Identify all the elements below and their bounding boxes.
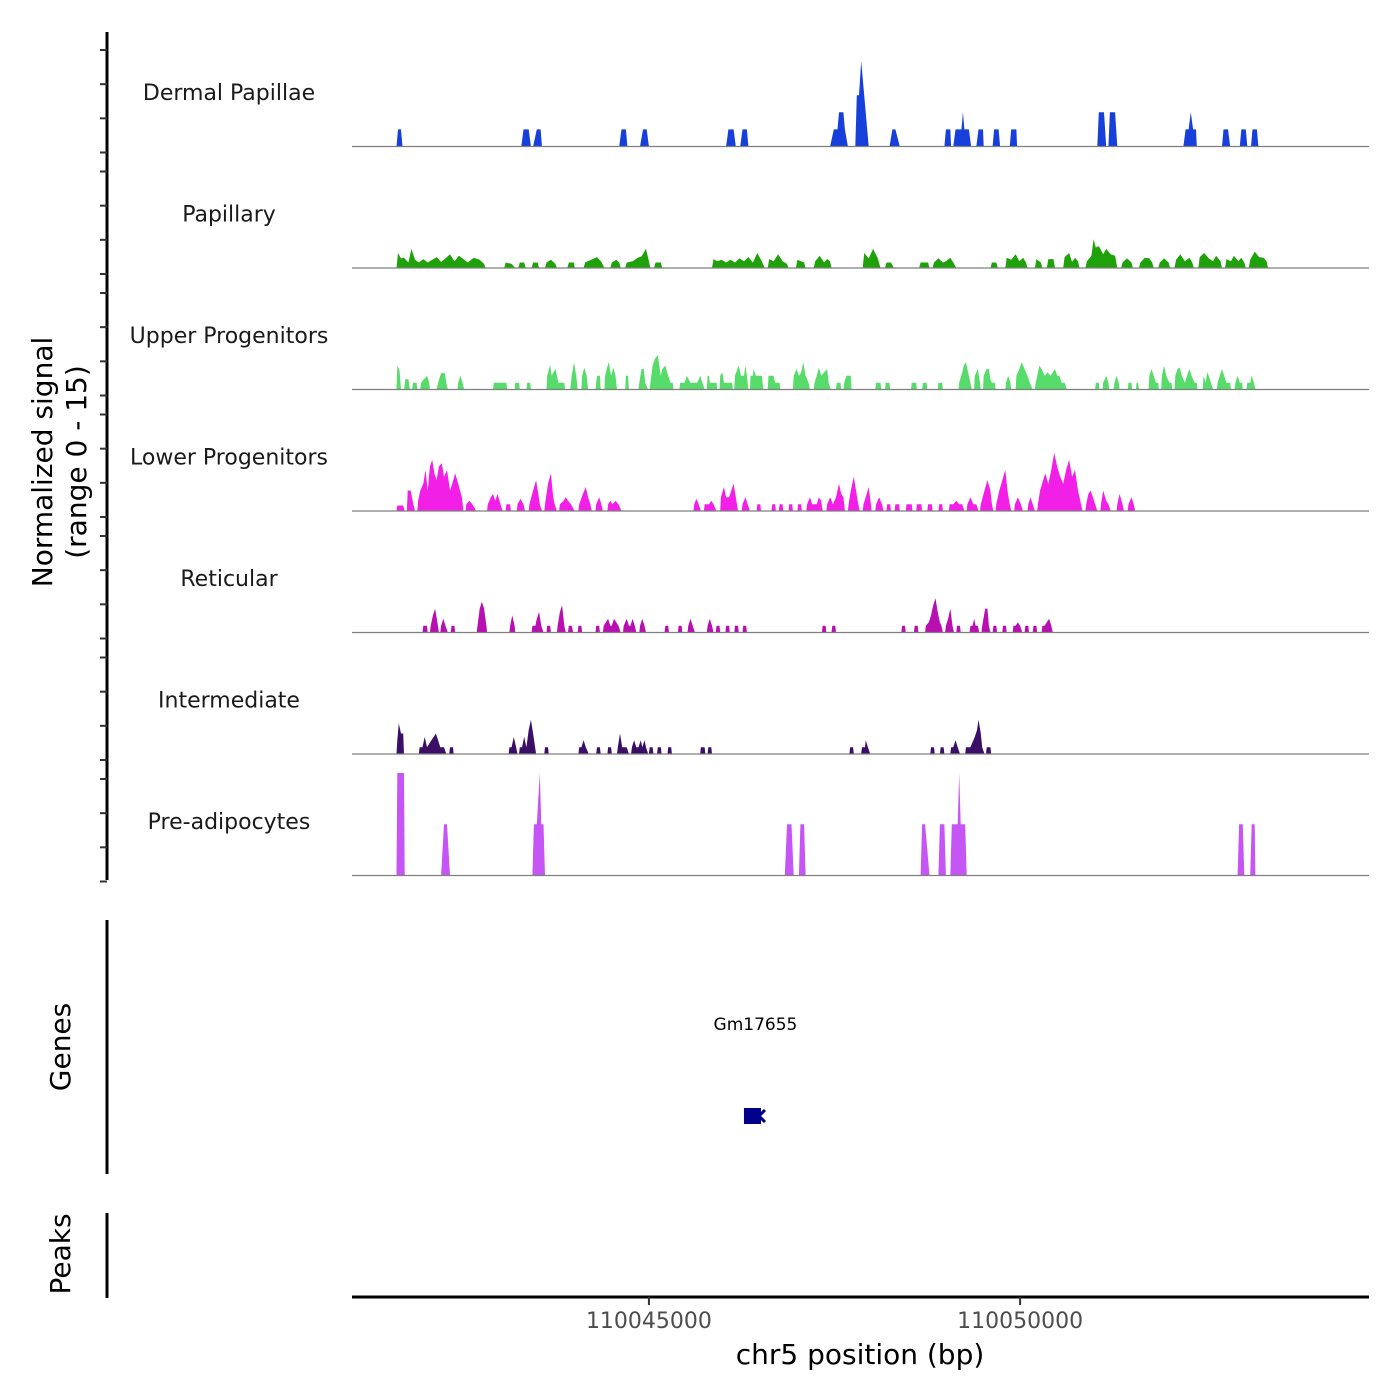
gene-strand-arrow-icon [756,1108,767,1124]
track-label: Papillary [182,203,276,228]
track-labels: Dermal Papillae Papillary Upper Progenitor… [130,81,329,835]
track-label: Dermal Papillae [143,81,315,106]
coverage-area-pre-adipocytes [396,773,1256,876]
track-label: Reticular [180,567,278,592]
peaks-panel-label: Peaks [44,1213,77,1294]
x-tick-label: 110045000 [586,1309,712,1334]
coverage-y-ticks [100,49,107,883]
track-label: Lower Progenitors [130,446,328,471]
gene-exon [743,1108,761,1124]
x-axis-ticks: 110045000 110050000 [586,1297,1083,1334]
y-axis-title: Normalized signal (range 0 - 15) [26,337,93,588]
coverage-area-papillary [396,239,1268,268]
x-tick-label: 110050000 [957,1309,1083,1334]
coverage-area-dermal-papillae [396,61,1259,147]
track-label: Upper Progenitors [130,324,329,349]
coverage-tracks [352,61,1369,877]
coverage-area-reticular [422,598,1053,633]
track-label: Pre-adipocytes [148,810,311,835]
y-axis-title-line1: Normalized signal [26,337,59,588]
x-axis-title: chr5 position (bp) [736,1338,985,1371]
genes-track: Gm17655 [714,1015,798,1124]
coverage-area-intermediate [396,719,992,754]
genes-panel-label: Genes [44,1003,77,1091]
coverage-area-upper-progenitors [396,355,1256,390]
coverage-area-lower-progenitors [396,452,1136,511]
track-label: Intermediate [158,689,300,714]
gene-label: Gm17655 [714,1015,798,1035]
y-axis-title-line2: (range 0 - 15) [60,365,93,559]
